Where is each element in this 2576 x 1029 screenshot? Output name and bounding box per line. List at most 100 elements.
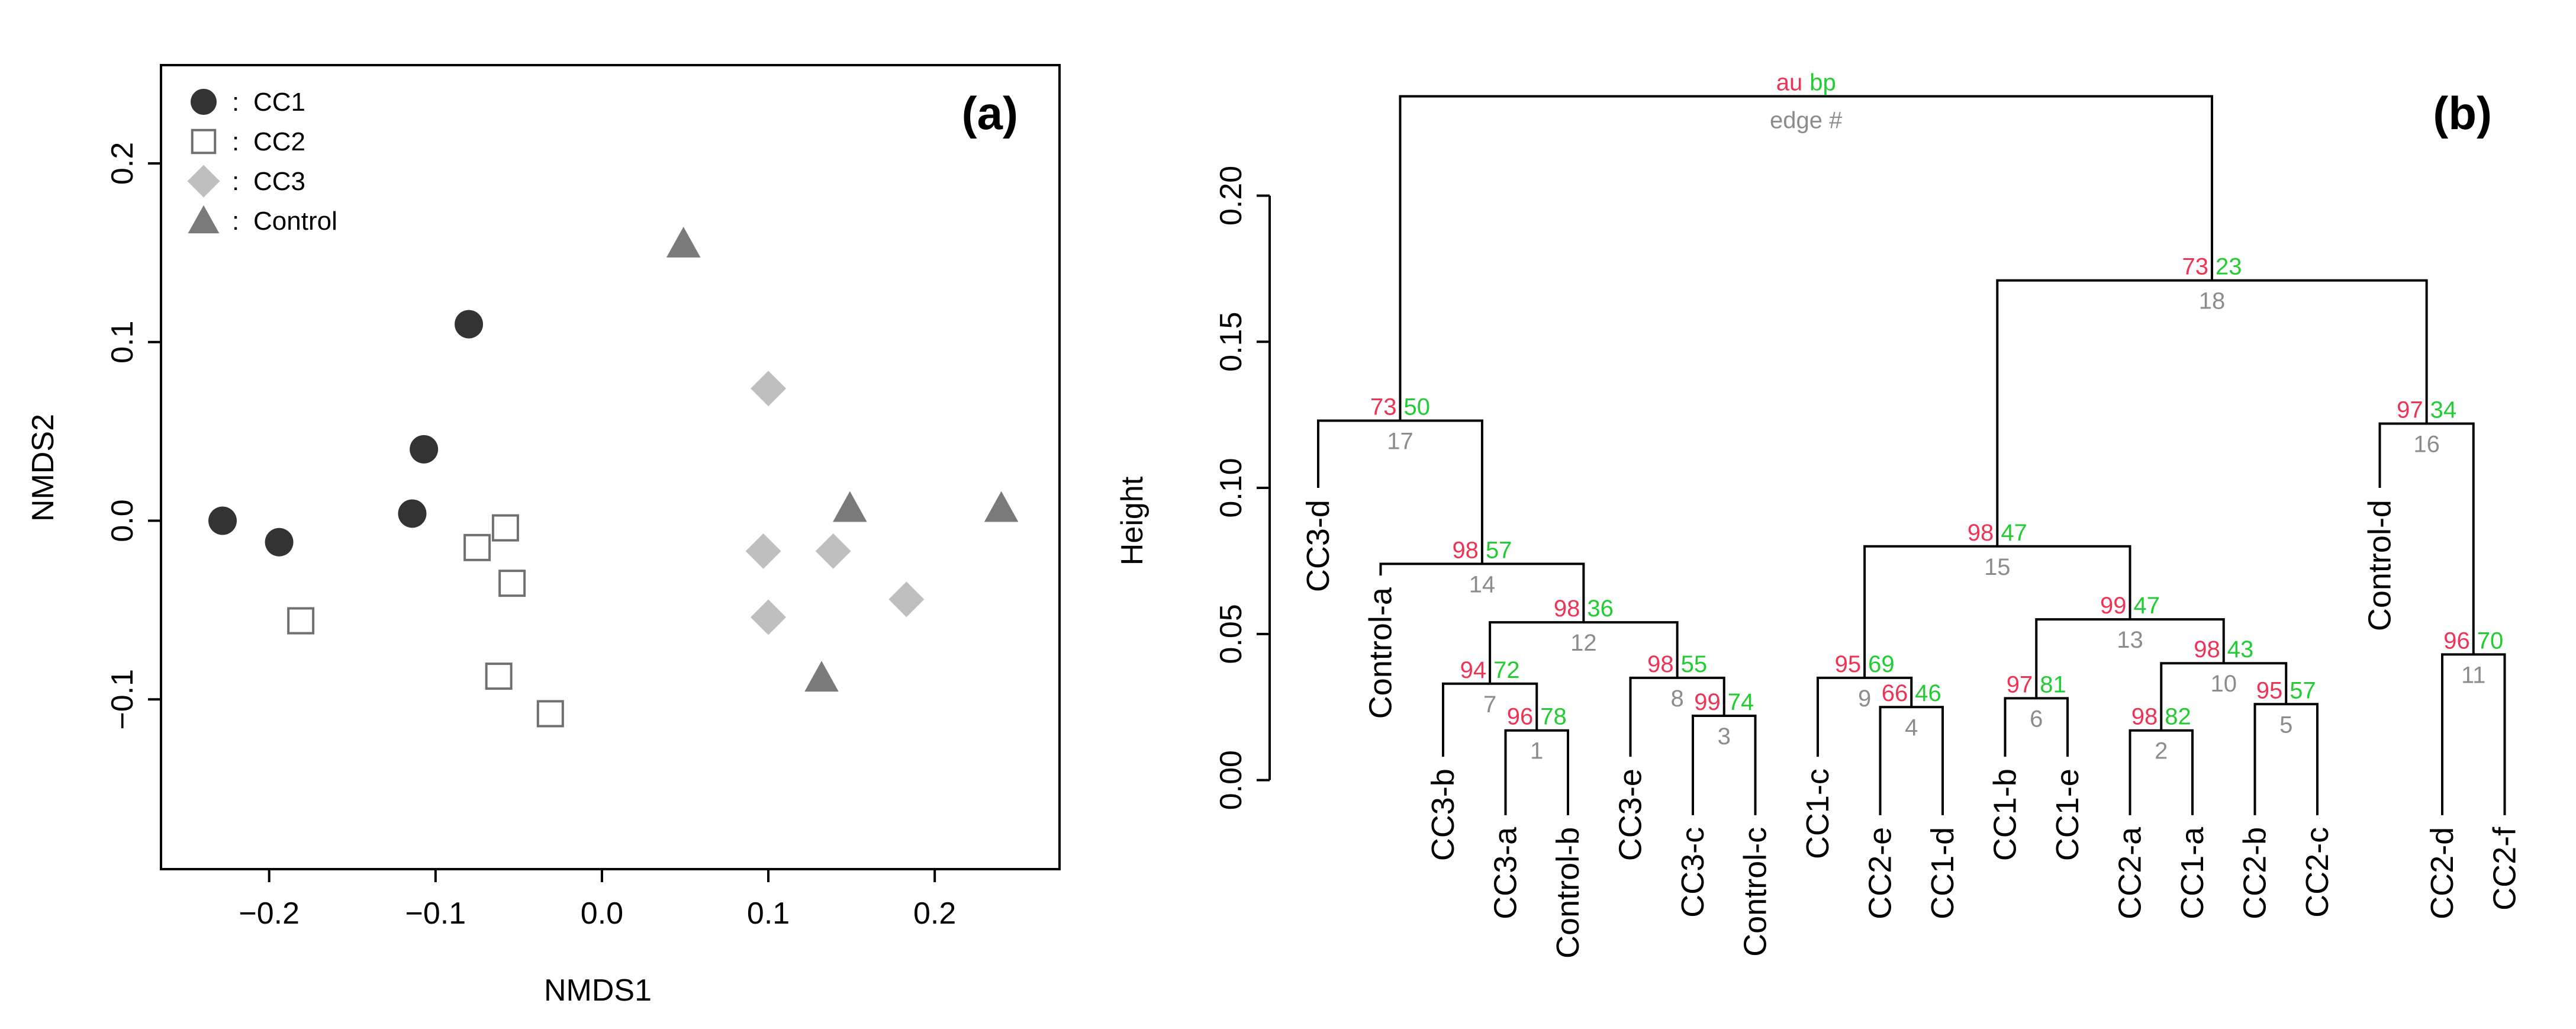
point-cc3: [751, 599, 787, 635]
y-tick-label: 0.00: [1214, 750, 1248, 810]
leaf-label: Control-d: [2362, 500, 2398, 631]
point-control: [804, 661, 839, 692]
au-value: 96: [2443, 628, 2470, 654]
au-value: 98: [1647, 651, 1674, 677]
x-axis-title: NMDS1: [544, 973, 652, 1008]
leaf-label: CC2-e: [1863, 827, 1898, 919]
leaf-label: Control-c: [1738, 827, 1773, 957]
legend-separator: :: [232, 207, 239, 236]
leaf-label: CC1-b: [1988, 768, 2023, 861]
au-value: 98: [2131, 704, 2158, 730]
point-control: [666, 226, 701, 258]
scatter-points: [208, 226, 1019, 728]
au-value: 95: [2256, 677, 2283, 703]
bp-value: 47: [2001, 520, 2027, 546]
bp-value: 23: [2216, 254, 2242, 280]
bp-value: 69: [1868, 651, 1895, 677]
edge-number: 13: [2117, 627, 2143, 653]
branch-2: [2129, 729, 2194, 815]
point-cc2: [485, 663, 513, 690]
bp-value: 78: [1540, 704, 1567, 730]
edge-legend: edge #: [1770, 108, 1843, 134]
edge-number: 10: [2211, 671, 2237, 697]
leaf-label: CC3-d: [1300, 500, 1336, 592]
legend: : CC1: CC2: CC3: Control: [187, 88, 337, 236]
point-cc2: [536, 700, 564, 728]
point-cc1: [410, 435, 439, 464]
point-cc1: [208, 506, 237, 535]
dendrogram-branches: [1317, 95, 2506, 815]
edge-number: 3: [1718, 723, 1731, 750]
point-cc1: [265, 528, 294, 557]
leaf-label: Control-a: [1363, 587, 1399, 719]
leaf-label: CC3-c: [1675, 827, 1711, 918]
edge-number: 8: [1671, 686, 1684, 712]
height-axis: 0.00 0.05 0.10 0.15 0.20: [1214, 166, 1271, 810]
bp-value: 82: [2165, 704, 2191, 730]
legend-separator: :: [232, 167, 239, 196]
leaf-label: Control-b: [1550, 827, 1586, 959]
leaf-label: CC1-e: [2050, 768, 2085, 861]
au-value: au: [1776, 70, 1803, 96]
bp-value: 47: [2134, 593, 2160, 619]
panel-label-a: (a): [962, 87, 1018, 139]
leaf-label: CC3-a: [1488, 827, 1524, 919]
point-cc2: [498, 570, 526, 597]
bp-value: 81: [2040, 671, 2066, 697]
y-axis: −0.1 0.0 0.1 0.2: [105, 142, 161, 730]
edge-number: 2: [2155, 738, 2168, 764]
edge-number: 9: [1858, 686, 1871, 712]
bp-value: 72: [1493, 657, 1520, 683]
leaf-label: CC2-c: [2300, 827, 2335, 918]
y-tick-label: 0.10: [1214, 458, 1248, 517]
bp-value: 74: [1728, 689, 1754, 715]
legend-label-control: Control: [253, 207, 337, 236]
point-cc1: [455, 310, 484, 339]
leaf-label: CC2-d: [2424, 827, 2460, 919]
point-cc1: [398, 499, 427, 528]
leaf-label: CC3-e: [1613, 768, 1648, 861]
au-value: 96: [1507, 704, 1534, 730]
edge-number: 6: [2030, 706, 2043, 732]
nmds-scatter-panel: −0.2 −0.1 0.0 0.1 0.2 −0.1 0.0 0.1 0.2 NMDS1 NM…: [26, 64, 1061, 1008]
legend-marker-control: [188, 205, 220, 234]
au-value: 66: [1882, 680, 1908, 706]
edge-number: 18: [2199, 288, 2226, 314]
au-value: 98: [1452, 537, 1479, 563]
edge-number: 15: [1984, 554, 2011, 580]
au-value: 95: [1835, 651, 1862, 677]
au-value: 99: [2100, 593, 2127, 619]
x-axis: −0.2 −0.1 0.0 0.1 0.2: [239, 869, 956, 931]
branch-1: [1504, 729, 1569, 815]
height-axis-title: Height: [1115, 476, 1149, 565]
branch-root: [1399, 95, 2213, 421]
edge-number: 4: [1905, 715, 1918, 741]
au-value: 73: [2182, 254, 2208, 280]
plot-frame: [160, 64, 1061, 870]
legend-marker-cc3: [187, 165, 220, 198]
edge-number: 17: [1387, 429, 1413, 455]
bp-value: bp: [1809, 70, 1836, 96]
point-cc3: [888, 581, 925, 618]
bp-value: 46: [1915, 680, 1941, 706]
bp-value: 36: [1587, 596, 1614, 622]
y-tick-label: 0.20: [1214, 166, 1248, 226]
x-tick-label: 0.0: [581, 896, 623, 931]
y-tick-label: 0.05: [1214, 604, 1248, 664]
point-control: [833, 491, 867, 522]
legend-label-cc3: CC3: [253, 167, 305, 196]
leaf-label: CC1-c: [1800, 768, 1836, 859]
bp-value: 43: [2227, 636, 2254, 663]
legend-label-cc1: CC1: [253, 88, 305, 117]
au-value: 94: [1460, 657, 1487, 683]
au-value: 73: [1370, 394, 1397, 420]
leaf-label: CC3-b: [1425, 768, 1461, 861]
point-cc2: [463, 533, 491, 561]
edge-number: 1: [1530, 738, 1543, 764]
y-tick-label: 0.2: [105, 142, 140, 185]
x-tick-label: 0.1: [747, 896, 790, 931]
legend-label-cc2: CC2: [253, 127, 305, 156]
leaf-label: CC2-b: [2237, 827, 2273, 919]
